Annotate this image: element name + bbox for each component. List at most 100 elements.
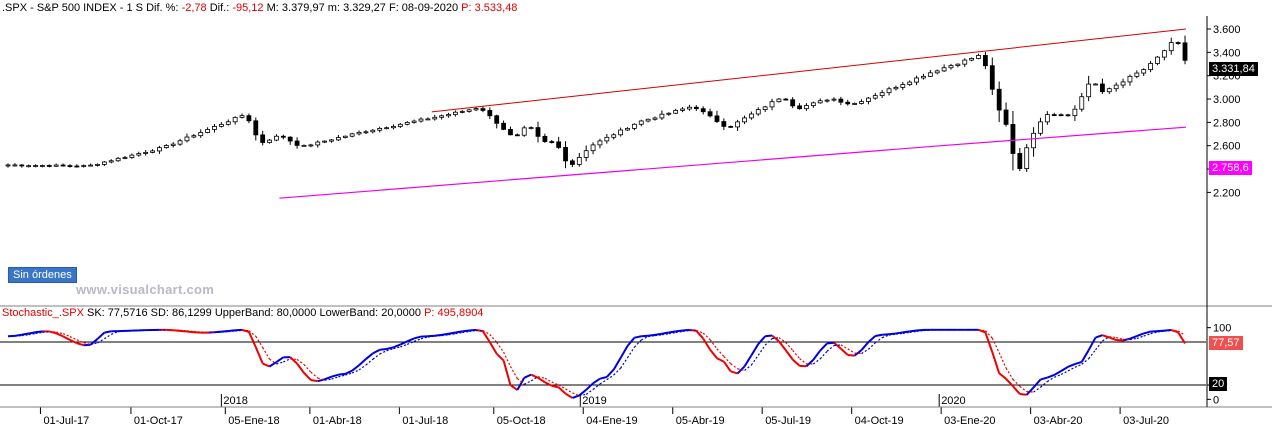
sk-segment	[771, 334, 780, 342]
sk-segment	[833, 342, 842, 350]
sk-segment	[612, 357, 622, 371]
candle-body	[212, 125, 217, 130]
sd-segment	[290, 358, 298, 360]
sd-segment	[709, 339, 718, 350]
sk-segment	[1040, 376, 1048, 381]
candle-body	[1155, 56, 1160, 64]
stochastic-plot-area[interactable]	[0, 328, 1206, 399]
candle-body	[239, 115, 245, 118]
sd-segment	[778, 337, 787, 343]
candle-body	[459, 111, 465, 113]
candle-body	[1168, 42, 1174, 52]
sd-segment	[606, 374, 615, 381]
price-plot-area[interactable]	[5, 28, 1188, 199]
sd-segment	[1067, 366, 1076, 372]
sd-segment	[744, 364, 752, 371]
candle	[810, 101, 816, 108]
candle	[40, 164, 45, 168]
candle-body	[191, 135, 197, 138]
candle	[852, 102, 858, 105]
candle-body	[638, 120, 644, 125]
sd-segment	[496, 342, 505, 353]
sd-segment	[1143, 333, 1151, 337]
sk-segment	[853, 349, 863, 357]
sd-segment	[1095, 340, 1103, 351]
sk-segment	[69, 339, 78, 345]
candle	[370, 128, 376, 134]
candle-body	[735, 121, 741, 128]
sk-segment	[530, 373, 539, 379]
sd-segment	[565, 388, 573, 394]
candle	[446, 112, 451, 118]
sd-segment	[978, 329, 986, 332]
sd-segment	[916, 329, 924, 333]
sk-segment	[28, 331, 36, 335]
candle	[693, 105, 699, 111]
candle	[1113, 82, 1119, 92]
sk-value: 77,5716	[107, 307, 148, 319]
lower-band-value: 20,0000	[381, 307, 422, 319]
candle-body	[12, 164, 18, 167]
candle	[33, 164, 38, 168]
candle	[239, 113, 245, 119]
sd-segment	[592, 383, 601, 390]
sk-segment	[1053, 370, 1062, 376]
sd-segment	[97, 338, 105, 344]
candle-body	[391, 126, 396, 129]
price-header: .SPX - S&P 500 INDEX - 1 S Dif. %: -2,78…	[2, 2, 517, 14]
price-tick-label: 2.800	[1213, 117, 1241, 129]
candle	[122, 155, 128, 160]
date-value: F: 08-09-2020	[388, 2, 459, 14]
sk-segment	[827, 341, 835, 345]
sd-segment	[455, 331, 463, 335]
sd-segment	[469, 329, 477, 333]
candle-body	[349, 133, 355, 137]
sk-segment	[654, 332, 663, 336]
candle-body	[969, 58, 975, 61]
candle	[996, 81, 1002, 123]
candle	[143, 149, 149, 156]
sk-segment	[1080, 349, 1090, 363]
sk-segment	[565, 392, 573, 399]
candle-body	[528, 127, 534, 129]
candle-body	[232, 116, 238, 123]
candle	[597, 138, 603, 149]
candle-body	[95, 164, 100, 166]
candle	[1072, 105, 1078, 122]
dif-value: -95,12	[232, 2, 264, 14]
sd-segment	[69, 336, 78, 341]
candle	[714, 110, 720, 123]
candle-body	[652, 117, 658, 120]
candle	[583, 145, 589, 162]
candle	[163, 144, 169, 149]
candle	[453, 110, 458, 117]
sk-segment	[875, 333, 883, 338]
stochastic-tick-label: 100	[1213, 323, 1231, 335]
sk-segment	[289, 356, 298, 365]
candle-body	[46, 165, 52, 167]
sd-segment	[1157, 330, 1165, 333]
sd-segment	[523, 380, 532, 385]
sk-segment	[682, 328, 690, 332]
sd-segment	[888, 333, 896, 336]
sd-segment	[248, 330, 257, 337]
sk-segment	[393, 343, 401, 349]
sk-segment	[572, 394, 580, 399]
candle-body	[315, 141, 321, 146]
candle-body	[446, 114, 451, 117]
candle-body	[1072, 108, 1078, 117]
candle	[267, 138, 272, 144]
candle-body	[1038, 121, 1043, 134]
candle-body	[136, 153, 142, 156]
sd-segment	[984, 330, 993, 339]
candle	[755, 107, 761, 116]
candle	[53, 163, 59, 168]
candle	[384, 126, 389, 130]
sk-segment	[1095, 334, 1103, 339]
orders-status-badge[interactable]: Sin órdenes	[8, 267, 77, 283]
candle-body	[487, 110, 493, 117]
candle-body	[721, 121, 727, 127]
candle-body	[556, 141, 562, 148]
last-label: P:	[461, 2, 472, 14]
